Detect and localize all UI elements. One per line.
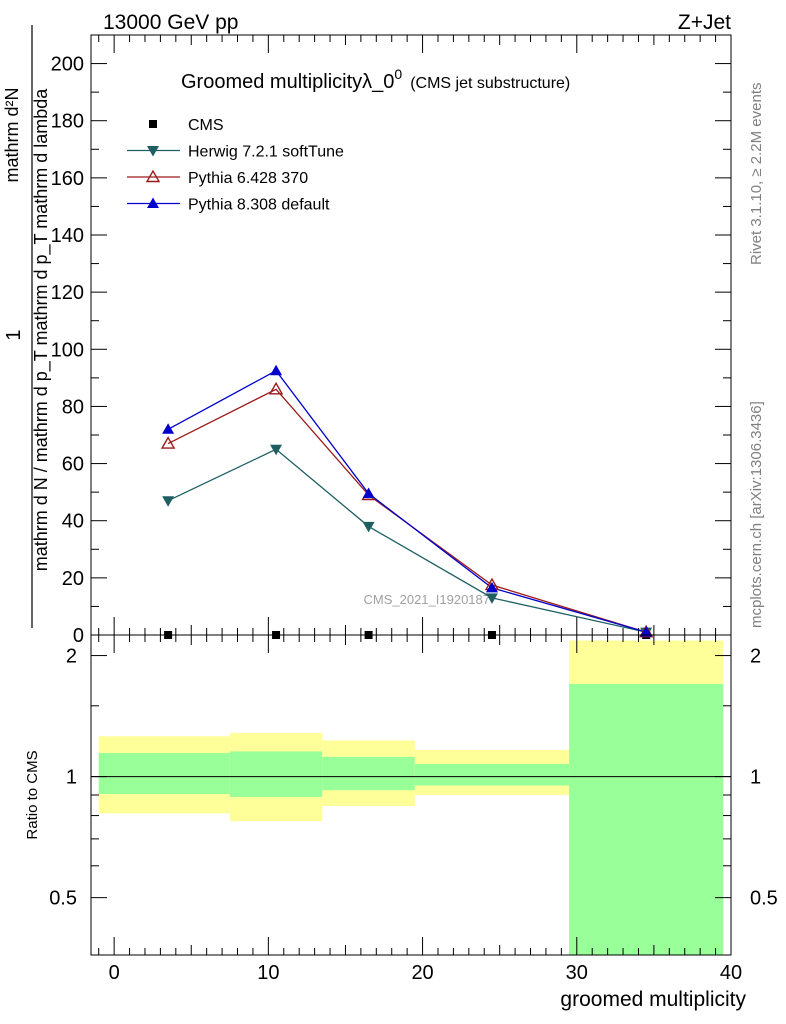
ratio-y-tick-label-right: 2 xyxy=(750,646,761,668)
y-tick-label: 20 xyxy=(62,568,84,590)
y-tick-label: 40 xyxy=(62,511,84,533)
y-tick-label: 140 xyxy=(51,225,84,247)
analysis-watermark: CMS_2021_I1920187 xyxy=(364,592,491,607)
y-tick-label: 100 xyxy=(51,339,84,361)
data-point-1-3 xyxy=(485,593,498,604)
ratio-x-axis: 0 10 20 30 40 xyxy=(98,635,742,984)
data-point-3-3 xyxy=(485,581,498,593)
ratio-inner-band-1 xyxy=(229,751,323,797)
main-frame xyxy=(90,34,732,636)
x-tick-label: 10 xyxy=(257,962,279,984)
y-tick-label: 80 xyxy=(62,396,84,418)
x-tick-label: 0 xyxy=(109,962,120,984)
legend-marker-2 xyxy=(145,169,161,183)
x-tick-label: 30 xyxy=(566,962,588,984)
energy-label: 13000 GeV pp xyxy=(103,11,238,34)
data-point-2-1 xyxy=(268,381,284,395)
ratio-inner-band-0 xyxy=(98,752,230,795)
y-tick-label: 0 xyxy=(73,625,84,647)
main-panel: 0 20 40 60 80 100 120 140 160 180 200 CMS_2021_I19… xyxy=(2,25,732,647)
ratio-y-tick-label: 0.5 xyxy=(49,888,77,910)
y-tick-label: 60 xyxy=(62,454,84,476)
legend-label-3: Pythia 8.308 default xyxy=(188,197,330,214)
ratio-inner-band-3 xyxy=(414,763,570,786)
legend-marker-0 xyxy=(149,120,157,128)
x-tick-label: 20 xyxy=(411,962,433,984)
legend-marker-1 xyxy=(147,146,159,157)
legend-label-1: Herwig 7.2.1 softTune xyxy=(188,144,344,161)
y-tick-label: 180 xyxy=(51,111,84,133)
main-y-axis-label: 1 mathrm d²N mathrm d N / mathrm d p_T m… xyxy=(2,25,52,628)
data-point-2-0 xyxy=(160,436,176,449)
y-label-inner-numerator: mathrm d²N xyxy=(2,87,22,182)
y-label-denominator: mathrm d N / mathrm d p_T mathrm d p_T m… xyxy=(31,88,52,571)
y-tick-label: 120 xyxy=(51,282,84,304)
x-tick-label: 40 xyxy=(720,962,742,984)
data-point-1-1 xyxy=(270,444,283,456)
ratio-inner-band-4 xyxy=(569,683,724,955)
chart-title-main: Groomed multiplicityλ_0 xyxy=(181,71,394,93)
y-label-numerator: 1 xyxy=(3,329,25,340)
data-point-1-2 xyxy=(362,521,375,533)
rivet-version-label: Rivet 3.1.10, ≥ 2.2M events xyxy=(748,83,765,266)
chart-subtitle: (CMS jet substructure) xyxy=(410,75,570,92)
data-point-1-0 xyxy=(162,496,175,507)
data-point-3-2 xyxy=(362,487,375,499)
y-tick-label: 200 xyxy=(51,54,84,76)
legend-marker-3 xyxy=(147,197,159,208)
data-point-3-0 xyxy=(162,423,175,434)
ratio-frame xyxy=(90,634,732,956)
legend-label-0: CMS xyxy=(188,117,224,134)
chart-title-superscript: 0 xyxy=(394,66,402,82)
ratio-y-tick-label-right: 0.5 xyxy=(750,888,778,910)
ratio-y-tick-label-right: 1 xyxy=(750,767,761,789)
y-tick-label: 160 xyxy=(51,168,84,190)
legend: CMS Herwig 7.2.1 softTune Pythia 6.428 370… xyxy=(127,117,344,214)
mcplots-label: mcplots.cern.ch [arXiv:1306.3436] xyxy=(748,401,765,628)
ratio-panel: 0.5 0.5 1 1 2 2 0 10 20 30 40 Ratio to CMS groome… xyxy=(24,634,778,1011)
main-y-axis: 0 20 40 60 80 100 120 140 160 180 200 xyxy=(51,54,731,647)
data-point-3-1 xyxy=(270,364,283,376)
x-axis-label: groomed multiplicity xyxy=(560,988,746,1011)
ratio-bands xyxy=(98,640,724,955)
data-point-3-4 xyxy=(640,626,653,637)
chart-title: Groomed multiplicityλ_00 (CMS jet substru… xyxy=(181,66,570,93)
ratio-y-axis-label: Ratio to CMS xyxy=(24,750,41,839)
process-label: Z+Jet xyxy=(678,11,731,34)
ratio-y-tick-label: 2 xyxy=(66,646,77,668)
ratio-y-axis: 0.5 0.5 1 1 2 2 xyxy=(49,646,778,910)
legend-label-2: Pythia 6.428 370 xyxy=(188,170,308,187)
ratio-inner-band-2 xyxy=(322,756,415,791)
ratio-y-tick-label: 1 xyxy=(66,767,77,789)
main-x-axis-ticks xyxy=(98,35,732,635)
